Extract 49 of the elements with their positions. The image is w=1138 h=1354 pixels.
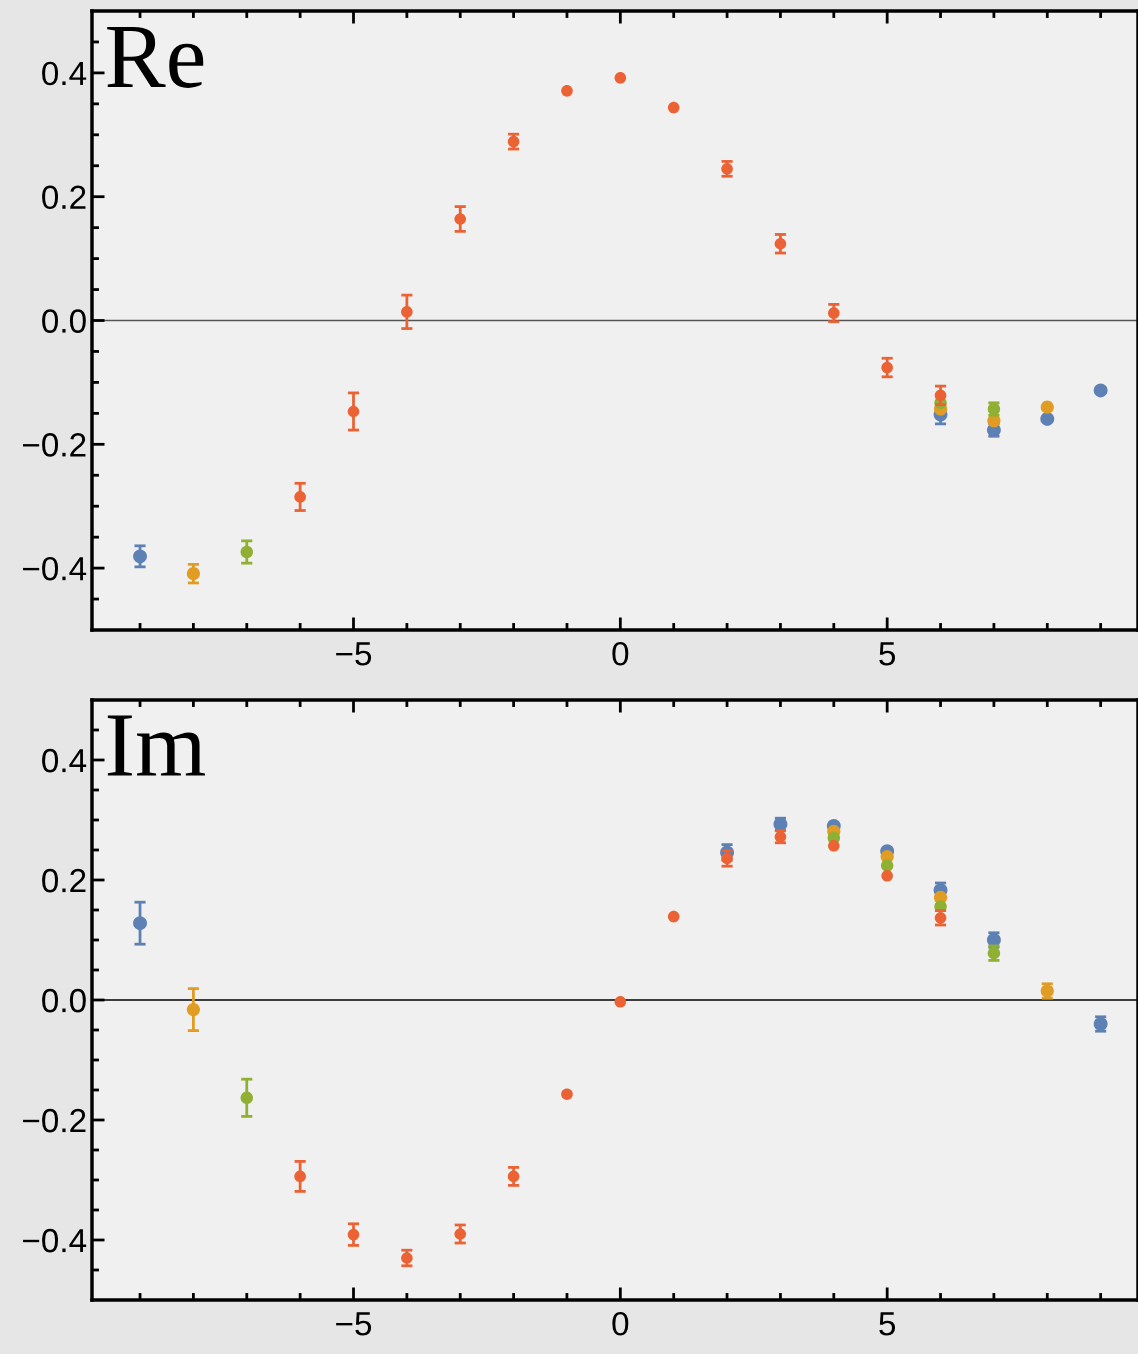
point — [133, 549, 147, 564]
point — [667, 910, 680, 923]
point — [401, 306, 413, 318]
x-tick-label: 5 — [879, 642, 896, 666]
y-tick-label: −0.2 — [22, 1108, 86, 1133]
point — [507, 1170, 520, 1183]
y-tick-label: 0.4 — [42, 61, 87, 86]
y-tick-label: 0.4 — [42, 748, 87, 773]
annotation: Im — [107, 715, 205, 776]
point — [240, 545, 253, 559]
point — [1040, 411, 1055, 426]
point — [294, 1170, 306, 1183]
point — [934, 389, 947, 402]
point — [401, 1252, 413, 1264]
y-tick-label: 0.0 — [42, 309, 86, 333]
x-tick-label: 5 — [879, 1312, 896, 1336]
point — [667, 101, 680, 114]
x-tick-label: 0 — [612, 1311, 629, 1336]
point — [454, 1228, 467, 1240]
point — [186, 1003, 200, 1017]
point — [133, 916, 147, 931]
point — [828, 839, 840, 852]
point — [454, 213, 467, 225]
y-tick-label: 0.2 — [42, 185, 86, 210]
point — [347, 405, 360, 418]
point — [880, 859, 894, 872]
annotation: Re — [107, 26, 204, 88]
point — [561, 85, 573, 97]
point — [347, 1228, 360, 1241]
point — [561, 1088, 573, 1101]
point — [614, 995, 627, 1008]
point — [828, 307, 840, 319]
point — [1040, 400, 1054, 414]
x-tick-label: 0 — [612, 641, 629, 666]
x-tick-label: −5 — [336, 642, 372, 666]
point — [186, 567, 200, 581]
point — [881, 361, 893, 374]
y-tick-label: −0.4 — [22, 556, 87, 581]
point — [614, 72, 627, 84]
point — [1093, 383, 1108, 398]
y-tick-label: 0.0 — [42, 988, 86, 1013]
point — [881, 869, 893, 882]
point — [294, 491, 306, 503]
y-tick-label: 0.2 — [42, 868, 86, 893]
x-tick-label: −5 — [336, 1312, 372, 1336]
y-tick-label: −0.2 — [22, 433, 86, 457]
point — [774, 237, 787, 250]
point — [240, 1091, 253, 1105]
y-tick-label: −0.4 — [22, 1228, 87, 1253]
